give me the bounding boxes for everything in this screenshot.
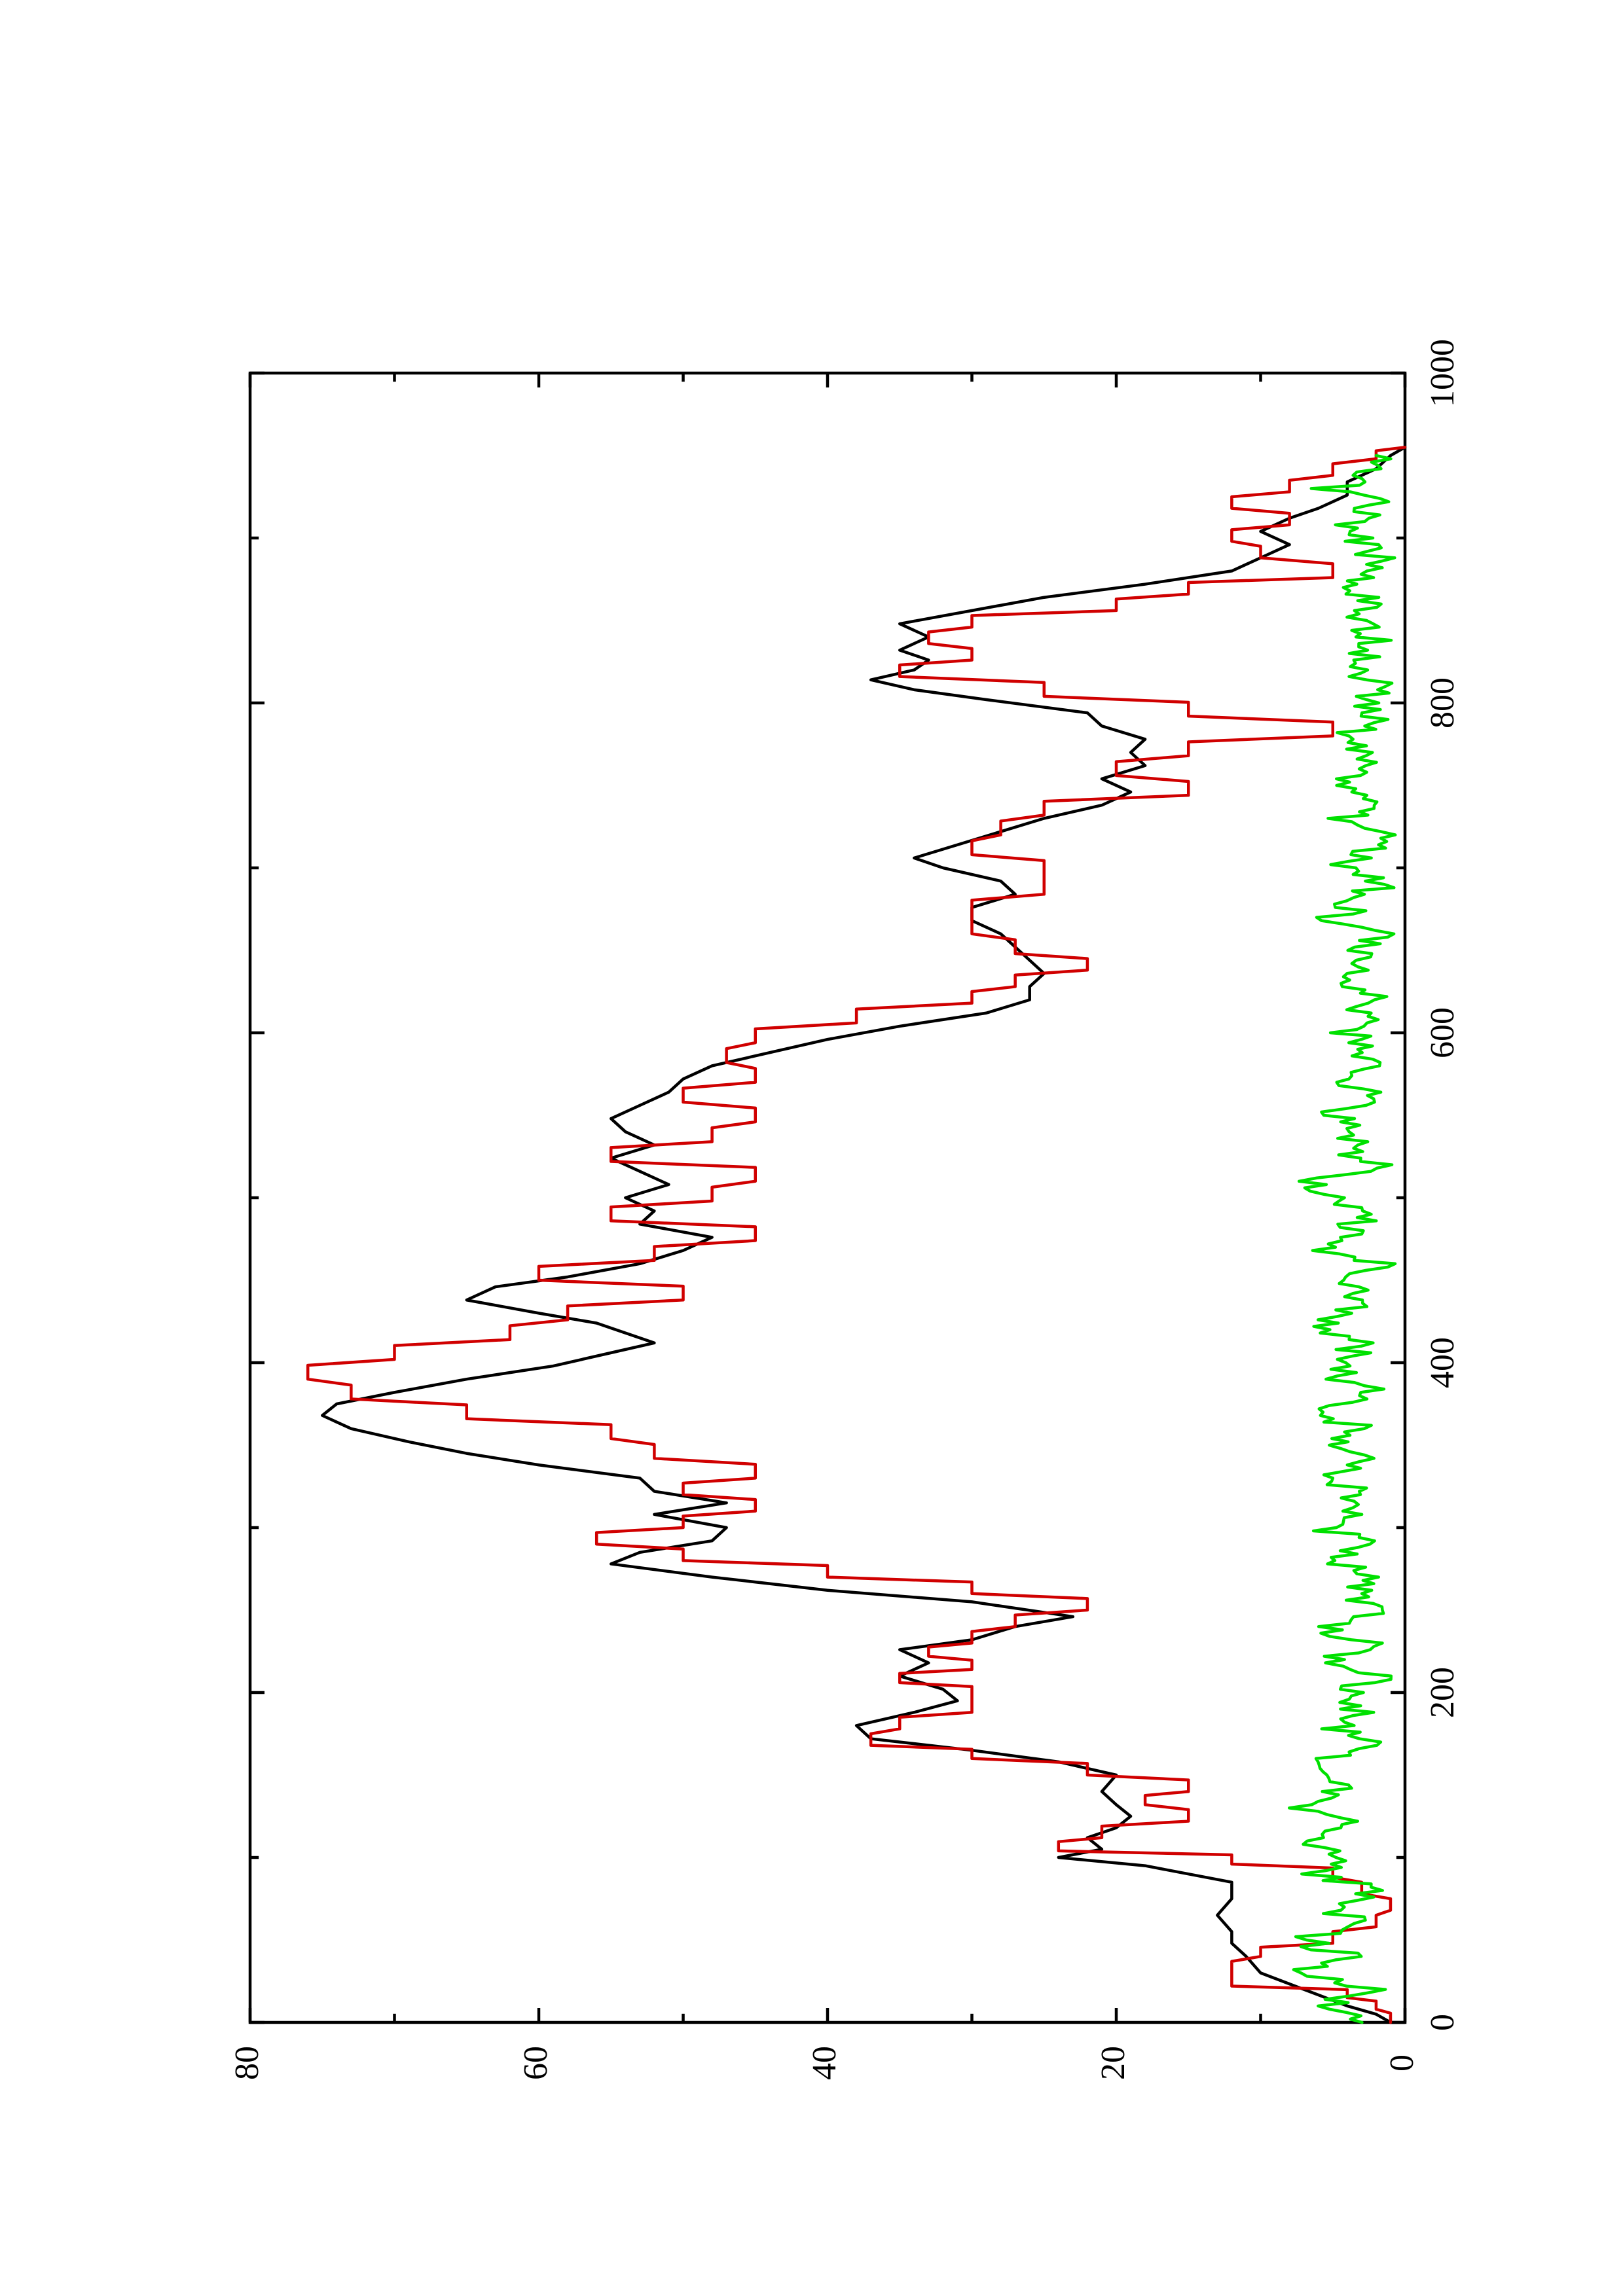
tick-labels: 0 200 400 600 800 1000 0 20 40 60 80 (228, 339, 1461, 2080)
y-tick-label: 0 (1383, 2054, 1421, 2072)
series-red (306, 446, 1407, 2024)
x-tick-label: 600 (1424, 1007, 1461, 1058)
axes (248, 371, 1407, 2024)
y-tick-label: 40 (806, 2046, 843, 2080)
x-tick-label: 800 (1424, 677, 1461, 728)
y-tick-label: 60 (517, 2046, 555, 2080)
y-tick-label: 20 (1095, 2046, 1132, 2080)
plot-frame (248, 371, 1407, 2024)
series-black (321, 446, 1407, 2024)
x-tick-label: 0 (1424, 2014, 1461, 2031)
x-tick-label: 200 (1424, 1667, 1461, 1718)
x-tick-label: 1000 (1424, 339, 1461, 407)
series-group (306, 446, 1407, 2024)
y-tick-label: 80 (228, 2046, 266, 2080)
series-green (1288, 454, 1397, 2024)
x-tick-label: 400 (1424, 1337, 1461, 1388)
